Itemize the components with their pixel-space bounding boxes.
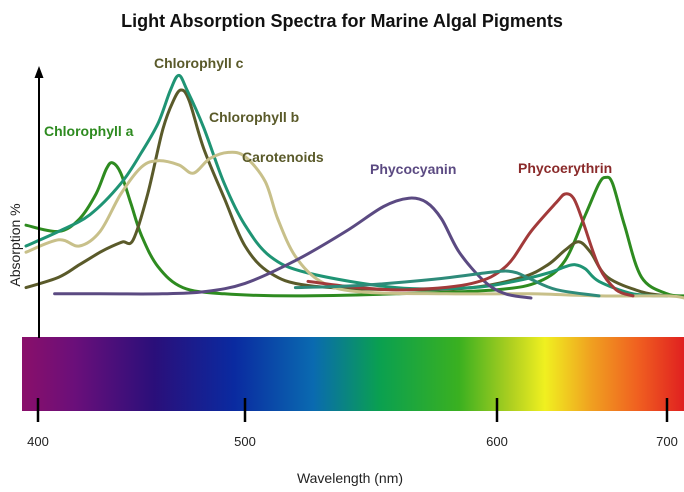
label-carotenoids: Carotenoids bbox=[242, 149, 324, 165]
x-axis-label: Wavelength (nm) bbox=[297, 470, 403, 486]
series-line-chlorophyll-b bbox=[24, 88, 669, 298]
series-line-unlabeled-6 bbox=[293, 269, 601, 298]
spectra-curves bbox=[24, 73, 684, 300]
label-chlorophyll-c: Chlorophyll c bbox=[154, 55, 244, 71]
label-phycoerythrin: Phycoerythrin bbox=[518, 160, 612, 176]
label-chlorophyll-a: Chlorophyll a bbox=[44, 123, 134, 139]
series-labels: Chlorophyll a Chlorophyll c Chlorophyll … bbox=[44, 55, 612, 177]
y-axis-arrow bbox=[34, 66, 44, 78]
visible-spectrum-bar bbox=[22, 337, 684, 411]
chart-title: Light Absorption Spectra for Marine Alga… bbox=[121, 11, 563, 31]
x-tick-label: 600 bbox=[486, 434, 508, 449]
x-tick-label: 500 bbox=[234, 434, 256, 449]
x-axis-ticks: 400 500 600 700 bbox=[27, 398, 678, 449]
y-axis-label: Absorption % bbox=[7, 203, 23, 286]
label-phycocyanin: Phycocyanin bbox=[370, 161, 456, 177]
series-line-chlorophyll-a bbox=[24, 161, 684, 298]
x-tick-label: 700 bbox=[656, 434, 678, 449]
x-tick-label: 400 bbox=[27, 434, 49, 449]
series-line-chlorophyll-c bbox=[24, 73, 669, 298]
label-chlorophyll-b: Chlorophyll b bbox=[209, 109, 299, 125]
series-line-phycoerythrin bbox=[306, 192, 635, 298]
